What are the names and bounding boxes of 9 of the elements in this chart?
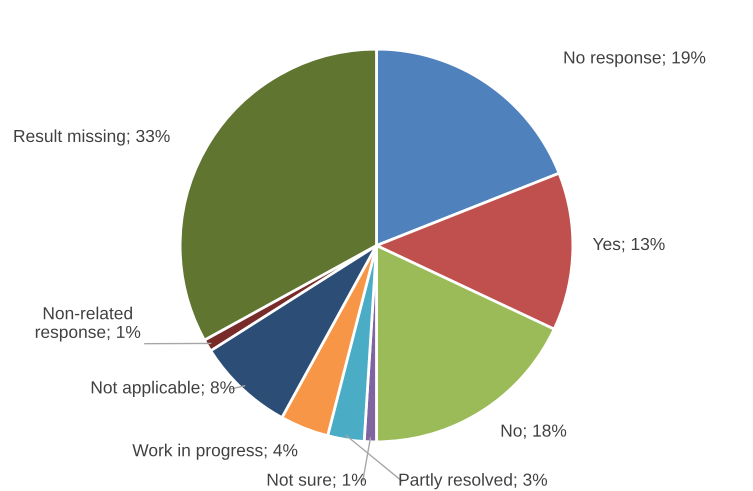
slice-label: No response; 19% (564, 51, 706, 68)
slice-label: Result missing; 33% (14, 129, 170, 146)
slice-label: Work in progress; 4% (132, 444, 298, 460)
slice-label: No; 18% (502, 424, 566, 439)
slice-label: Not applicable; 8% (92, 380, 234, 397)
slice-label: Not sure; 1% (268, 474, 366, 488)
slice-label: Yes; 13% (592, 238, 665, 252)
slice-label: Non-related response; 1% (36, 306, 140, 342)
slice-label: Partly resolved; 3% (400, 473, 548, 490)
